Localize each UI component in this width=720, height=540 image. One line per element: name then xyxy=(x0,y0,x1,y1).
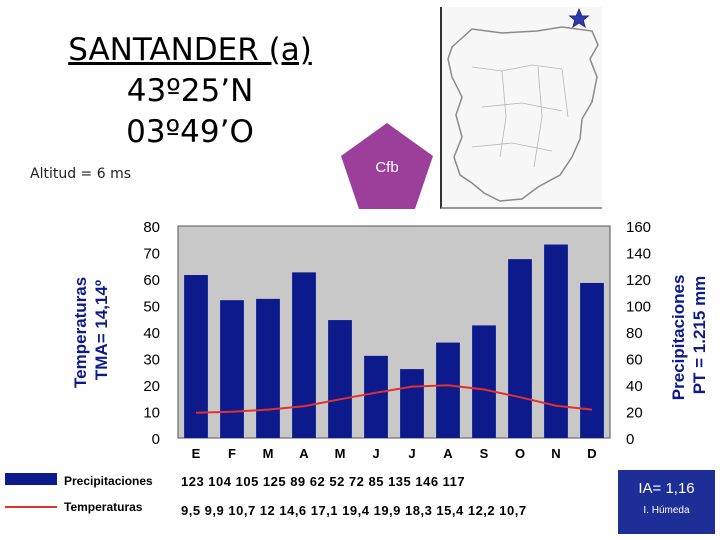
precip-bar-3 xyxy=(256,298,280,438)
temp-legend-label: Temperaturas xyxy=(64,500,143,514)
precip-legend-swatch xyxy=(5,473,57,485)
left-tick-label: 60 xyxy=(143,272,160,289)
station-name: SANTANDER (a) xyxy=(68,32,312,68)
plot-area xyxy=(177,225,611,439)
month-label: M xyxy=(335,446,346,461)
precipitation-bars xyxy=(184,244,604,438)
right-tick-label: 100 xyxy=(626,299,651,316)
precip-values-row: 123 104 105 125 89 62 52 72 85 135 146 1… xyxy=(181,474,466,489)
precip-bar-2 xyxy=(220,300,244,438)
left-axis-label: Temperaturas TMA= 14,14º xyxy=(71,272,111,388)
precip-bar-7 xyxy=(400,369,424,438)
climate-type-pentagon: Cfb xyxy=(341,123,433,209)
right-tick-label: 160 xyxy=(626,219,651,236)
location-map xyxy=(440,7,602,209)
precip-bar-8 xyxy=(436,342,460,438)
plot-background xyxy=(177,225,611,439)
temperature-line xyxy=(195,384,593,414)
temp-values-row: 9,5 9,9 10,7 12 14,6 17,1 19,4 19,9 18,3… xyxy=(181,503,527,518)
altitude-label: Altitud = 6 ms xyxy=(30,166,132,182)
precip-bar-10 xyxy=(508,259,532,438)
left-tick-label: 0 xyxy=(152,431,160,448)
left-tick-label: 40 xyxy=(143,325,160,342)
month-label: J xyxy=(408,446,415,461)
aridity-index-box: IA= 1,16 I. Húmeda xyxy=(618,470,715,534)
right-tick-label: 80 xyxy=(626,325,643,342)
month-label: N xyxy=(551,446,560,461)
precip-legend-label: Precipitaciones xyxy=(64,474,153,488)
pentagon-shape xyxy=(341,123,433,209)
month-label: F xyxy=(228,446,236,461)
precip-bar-12 xyxy=(580,282,604,438)
month-label: M xyxy=(263,446,274,461)
left-tick-label: 30 xyxy=(143,352,160,369)
right-tick-label: 120 xyxy=(626,272,651,289)
province-borders xyxy=(471,64,569,168)
right-tick-label: 40 xyxy=(626,378,643,395)
month-label: D xyxy=(587,446,596,461)
left-tick-label: 80 xyxy=(143,219,160,236)
station-latitude: 43º25’N xyxy=(126,73,254,109)
left-axis-ticks: 0 10 20 30 40 50 60 70 80 xyxy=(143,219,160,448)
month-label: J xyxy=(372,446,379,461)
right-tick-label: 20 xyxy=(626,405,643,422)
station-title: SANTANDER (a) 43º25’N 03º49’O xyxy=(40,30,340,153)
left-tick-label: 10 xyxy=(143,405,160,422)
station-longitude: 03º49’O xyxy=(126,114,254,150)
climate-type-label: Cfb xyxy=(375,159,398,176)
iberia-outline-icon xyxy=(447,26,599,202)
precip-bar-1 xyxy=(184,275,208,438)
right-tick-label: 140 xyxy=(626,246,651,263)
right-axis-ticks: 0 20 40 60 80 100 120 140 160 xyxy=(626,219,651,448)
aridity-index-value: IA= 1,16 xyxy=(638,480,695,497)
right-tick-label: 0 xyxy=(626,431,634,448)
left-tick-label: 50 xyxy=(143,299,160,316)
humidity-class: I. Húmeda xyxy=(643,505,690,516)
data-table xyxy=(5,473,57,508)
precip-bar-6 xyxy=(364,355,388,438)
month-label: S xyxy=(480,446,489,461)
right-axis-label: Precipitaciones PT = 1.215 mm xyxy=(669,270,709,400)
right-tick-label: 60 xyxy=(626,352,643,369)
month-label: A xyxy=(443,446,453,461)
month-label: A xyxy=(299,446,309,461)
map-background xyxy=(442,7,602,207)
left-tick-label: 70 xyxy=(143,246,160,263)
precip-bar-4 xyxy=(292,272,316,438)
left-tick-label: 20 xyxy=(143,378,160,395)
month-label: E xyxy=(192,446,201,461)
location-star-icon xyxy=(568,7,590,29)
precip-bar-9 xyxy=(472,325,496,438)
precip-bar-11 xyxy=(544,244,568,438)
month-label: O xyxy=(515,446,525,461)
precip-bar-5 xyxy=(328,320,352,438)
